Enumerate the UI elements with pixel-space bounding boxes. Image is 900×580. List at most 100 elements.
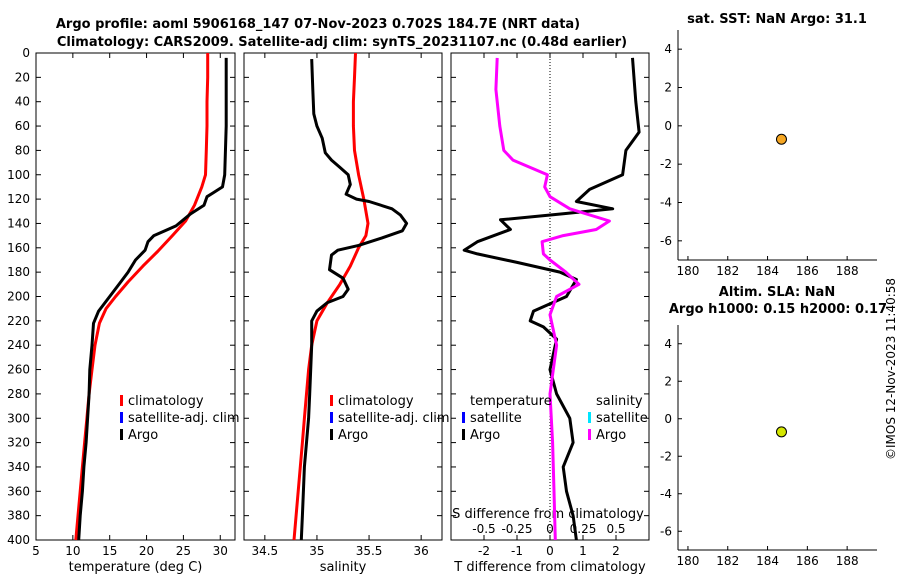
legend-climatology-swatch (330, 395, 333, 406)
y-tick-label: 320 (7, 436, 30, 450)
y-tick-label: 0 (664, 119, 672, 133)
y-tick-label: -2 (660, 449, 672, 463)
legend-sal-satellite-label: satellite (596, 411, 648, 426)
y-tick-label: 200 (7, 290, 30, 304)
chart-panels: 0204060801001201401601802002202402602803… (7, 12, 887, 575)
y-tick-label: 160 (7, 241, 30, 255)
y-tick-label: 2 (664, 81, 672, 95)
panel-subtitle: Argo h1000: 0.15 h2000: 0.17 (669, 302, 887, 317)
y-tick-label: -2 (660, 157, 672, 171)
x-tick-label: 186 (796, 264, 819, 278)
series-line-Argo (299, 59, 409, 541)
x-tick-label: 36 (414, 544, 429, 558)
legend-sal-satellite-swatch (588, 412, 591, 423)
panel-title: sat. SST: NaN Argo: 31.1 (687, 12, 867, 27)
y-tick-label: -4 (660, 196, 672, 210)
x-axis-label: T difference from climatology (453, 560, 646, 575)
legend-argo-swatch (120, 429, 123, 440)
y-tick-label: 2 (664, 374, 672, 388)
sst-panel: -6 -4 -2 0 2 4 180 182 184 186 188 sat. SST: NaN Ar… (660, 12, 877, 278)
y-tick-label: -4 (660, 487, 672, 501)
x-tick-label: 30 (213, 544, 228, 558)
legend-temp-satellite-swatch (462, 412, 465, 423)
x-tick-label: 2 (612, 544, 620, 558)
y-tick-label: 400 (7, 533, 30, 547)
x-tick-label: 1 (579, 544, 587, 558)
x-tick-label: 180 (676, 264, 699, 278)
legend-sal-argo-swatch (588, 429, 591, 440)
y-tick-label: 4 (664, 42, 672, 56)
series-line-climatology (74, 53, 210, 541)
x-tick-label: -1 (511, 544, 523, 558)
y-tick-label: 280 (7, 387, 30, 401)
legend-argo-swatch (330, 429, 333, 440)
y-tick-label: -6 (660, 234, 672, 248)
y-tick-label: 240 (7, 338, 30, 352)
y-tick-label: 260 (7, 363, 30, 377)
y-tick-label: 380 (7, 509, 30, 523)
figure-title-line1: Argo profile: aoml 5906168_147 07-Nov-20… (56, 17, 580, 32)
x2-tick-label: -0.5 (472, 522, 495, 536)
x2-tick-label: -0.25 (501, 522, 532, 536)
y-tick-label: 220 (7, 314, 30, 328)
x-tick-label: 182 (716, 554, 739, 568)
temperature-panel: 0 20 40 60 80 100 120 140 160 180 200 220 240 260 280 3… (7, 46, 240, 575)
panel-title: Altim. SLA: NaN (719, 285, 835, 300)
data-point (775, 133, 787, 145)
y-tick-label: 60 (15, 119, 30, 133)
x-tick-label: 184 (756, 554, 779, 568)
legend-argo-label: Argo (338, 428, 368, 443)
y-tick-label: 140 (7, 216, 30, 230)
data-point (775, 426, 787, 438)
difference-panel: -2 -1 0 1 2 T difference from climatology S di… (450, 52, 650, 575)
x-axis-label: temperature (deg C) (69, 560, 203, 575)
y-tick-label: -6 (660, 524, 672, 538)
x-tick-label: 186 (796, 554, 819, 568)
x-tick-label: 188 (836, 264, 859, 278)
series-line-Argo (77, 57, 228, 541)
series-line-s-difference (494, 57, 611, 541)
x-tick-label: 20 (139, 544, 154, 558)
sla-panel: -6 -4 -2 0 2 4 180 182 184 186 188 Altim. SLA: NaN A… (660, 285, 887, 568)
x2-tick-label: 0 (546, 522, 554, 536)
x-tick-label: 180 (676, 554, 699, 568)
x-tick-label: 15 (102, 544, 117, 558)
y-tick-label: 4 (664, 337, 672, 351)
y-tick-label: 100 (7, 168, 30, 182)
legend-temp-argo-label: Argo (470, 428, 500, 443)
y-tick-label: 360 (7, 484, 30, 498)
x-tick-label: 5 (32, 544, 40, 558)
x-tick-label: 34.5 (251, 544, 278, 558)
figure-title-line2: Climatology: CARS2009. Satellite-adj cli… (57, 35, 627, 50)
legend-temp-satellite-label: satellite (470, 411, 522, 426)
x-tick-label: 25 (176, 544, 191, 558)
axes-frame (35, 52, 236, 541)
x-tick-label: 182 (716, 264, 739, 278)
legend-climatology-label: climatology (338, 394, 414, 409)
legend-satellite-label: satellite-adj. clim (128, 411, 240, 426)
x-tick-label: 184 (756, 264, 779, 278)
y-tick-label: 0 (664, 412, 672, 426)
legend-salinity-heading: salinity (596, 394, 643, 409)
y-tick-label: 20 (15, 70, 30, 84)
legend-sal-argo-label: Argo (596, 428, 626, 443)
y-tick-label: 300 (7, 411, 30, 425)
y-tick-label: 80 (15, 143, 30, 157)
legend-satellite-label: satellite-adj. clim (338, 411, 450, 426)
legend-satellite-swatch (330, 412, 333, 423)
y-tick-label: 0 (22, 46, 30, 60)
y-tick-label: 180 (7, 265, 30, 279)
x-tick-label: 0 (546, 544, 554, 558)
legend-climatology-label: climatology (128, 394, 204, 409)
legend-satellite-swatch (120, 412, 123, 423)
legend-argo-label: Argo (128, 428, 158, 443)
salinity-panel: 34.5 35 35.5 36 salinity climatology satellite… (243, 52, 450, 575)
x-tick-label: 188 (836, 554, 859, 568)
legend-temp-argo-swatch (462, 429, 465, 440)
x-tick-label: 10 (65, 544, 80, 558)
timestamp-label: ©IMOS 12-Nov-2023 11:40:58 (884, 278, 898, 460)
x-axis-label: salinity (320, 560, 367, 575)
x-tick-label: 35 (309, 544, 324, 558)
series-line-t-difference (462, 57, 641, 541)
x2-axis-label: S difference from climatology (452, 507, 644, 522)
